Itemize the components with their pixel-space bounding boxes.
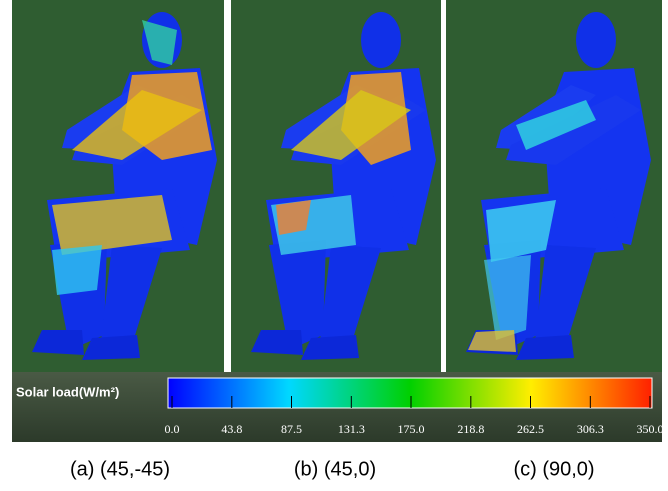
tick-label: 43.8 [221, 422, 242, 436]
colorbar-gradient [168, 378, 652, 408]
tick-label: 306.3 [577, 422, 604, 436]
panel-caption: (a) (45,-45) [70, 458, 170, 480]
panel-caption: (b) (45,0) [294, 458, 376, 480]
colorbar-label: Solar load(W/m²) [16, 384, 119, 399]
figure: Solar load(W/m²) 0.0 43.8 87.5 131.3 175.0 21… [0, 0, 668, 491]
tick-label: 131.3 [338, 422, 365, 436]
tick-label: 87.5 [281, 422, 302, 436]
panel-b [231, 0, 441, 372]
panel-c [446, 0, 662, 372]
tick-label: 262.5 [517, 422, 544, 436]
tick-label: 175.0 [398, 422, 425, 436]
tick-label: 218.8 [457, 422, 484, 436]
tick-label: 0.0 [165, 422, 180, 436]
panel-caption: (c) (90,0) [513, 458, 594, 480]
panel-a [12, 0, 224, 372]
tick-label: 350.0 [637, 422, 664, 436]
